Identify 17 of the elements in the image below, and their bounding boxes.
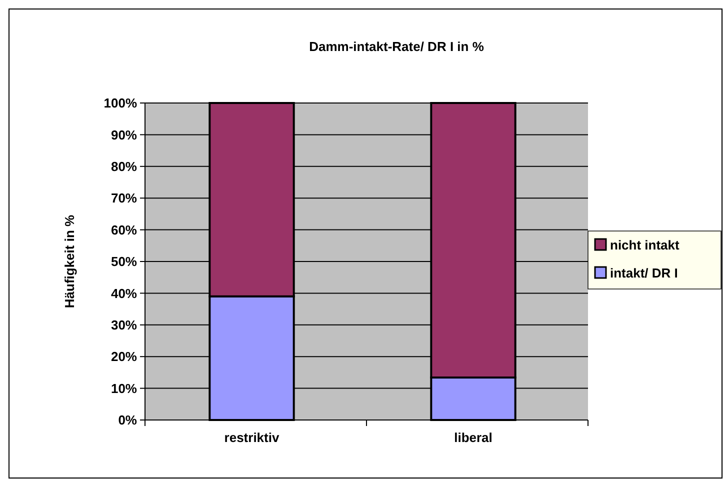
legend-label: nicht intakt [610, 238, 680, 253]
legend-label: intakt/ DR I [610, 266, 678, 281]
y-tick-label: 10% [110, 380, 138, 396]
y-axis-title: Häufigkeit in % [62, 214, 77, 308]
y-tick-label: 80% [110, 158, 138, 174]
y-tick-label: 90% [110, 127, 138, 142]
y-tick-label: 40% [110, 286, 138, 301]
y-tick-label: 50% [110, 254, 138, 270]
y-tick-label: 100% [104, 96, 138, 111]
y-tick-label: 30% [110, 317, 138, 332]
chart-title: Damm-intakt-Rate/ DR I in % [309, 39, 484, 54]
y-tick-label: 60% [110, 222, 138, 238]
x-tick-label: liberal [454, 430, 492, 445]
y-tick-label: 20% [110, 349, 138, 364]
y-tick-label: 0% [118, 412, 138, 428]
x-tick-label: restriktiv [224, 430, 280, 445]
y-tick-label: 70% [110, 190, 138, 206]
